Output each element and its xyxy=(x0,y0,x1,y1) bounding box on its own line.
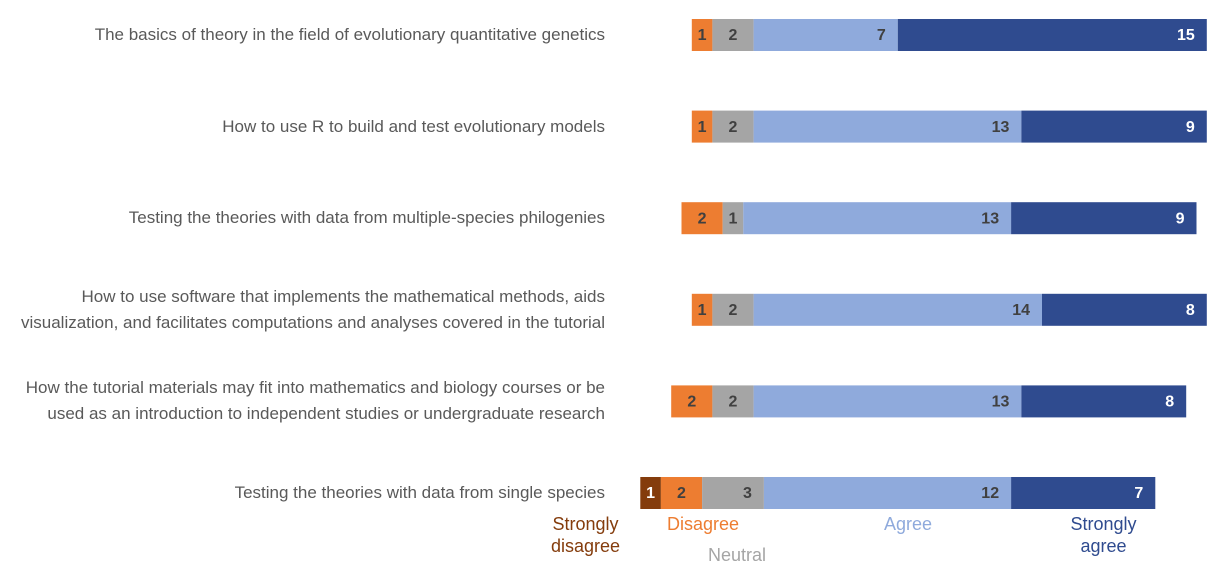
bar-segment xyxy=(702,477,764,509)
data-label: 2 xyxy=(687,394,696,411)
data-label: 1 xyxy=(729,210,738,227)
bar-segment xyxy=(1021,385,1187,418)
bar-segment xyxy=(753,110,1022,143)
bar-segment xyxy=(753,293,1042,326)
data-label: 1 xyxy=(646,485,655,502)
bar-segment xyxy=(722,202,744,235)
bar-segment xyxy=(743,202,1012,235)
bar-segment xyxy=(1021,110,1207,143)
data-label: 9 xyxy=(1176,210,1185,227)
bar-segment xyxy=(691,293,713,326)
data-label: 13 xyxy=(992,119,1010,136)
bar-segment xyxy=(660,477,703,509)
data-label: 8 xyxy=(1165,394,1174,411)
legend-entry: Strongly disagree xyxy=(550,514,621,556)
bar-segment xyxy=(897,19,1207,51)
bar-segment xyxy=(712,293,754,326)
bar-segment xyxy=(691,19,713,51)
bar-segment xyxy=(712,110,754,143)
data-label: 15 xyxy=(1177,27,1195,44)
bar-segment xyxy=(712,19,754,51)
legend-entry: Strongly agree xyxy=(1070,514,1137,556)
data-label: 8 xyxy=(1186,302,1195,319)
bar-segment xyxy=(681,202,723,235)
legend-entry: Neutral xyxy=(708,545,767,565)
data-label: 3 xyxy=(743,485,752,502)
data-label: 1 xyxy=(698,27,707,44)
data-label: 2 xyxy=(729,394,738,411)
data-label: 9 xyxy=(1186,119,1195,136)
bar-segment xyxy=(1011,477,1156,509)
legend-entry: Agree xyxy=(884,514,933,534)
row-label: Testing the theories with data from sing… xyxy=(234,483,605,502)
row-label: How to use R to build and test evolution… xyxy=(222,116,605,136)
data-label: 13 xyxy=(981,210,999,227)
data-label: 2 xyxy=(729,27,738,44)
data-label: 2 xyxy=(729,302,738,319)
bar-segment xyxy=(671,385,713,418)
bar-segment xyxy=(712,385,754,418)
data-label: 1 xyxy=(698,302,707,319)
data-label: 14 xyxy=(1012,302,1030,319)
row-label: The basics of theory in the field of evo… xyxy=(94,25,605,44)
bar-segment xyxy=(753,385,1022,418)
legend-entry: Disagree xyxy=(667,514,740,534)
bar-segment xyxy=(691,110,713,143)
row-label: Testing the theories with data from mult… xyxy=(128,208,605,228)
data-label: 7 xyxy=(1134,485,1143,502)
bar-segment xyxy=(753,19,898,51)
data-label: 1 xyxy=(698,119,707,136)
data-label: 2 xyxy=(677,485,686,502)
data-label: 13 xyxy=(992,394,1010,411)
bar-segment xyxy=(1011,202,1197,235)
bar-segment xyxy=(763,477,1012,509)
bar-segment xyxy=(640,477,661,509)
data-label: 7 xyxy=(877,27,886,44)
row-label: How the tutorial materials may fit into … xyxy=(25,378,605,424)
data-label: 12 xyxy=(981,485,999,502)
data-label: 2 xyxy=(698,210,707,227)
bar-segment xyxy=(1042,293,1207,326)
data-label: 2 xyxy=(729,119,738,136)
row-label: How to use software that implements the … xyxy=(20,286,605,332)
